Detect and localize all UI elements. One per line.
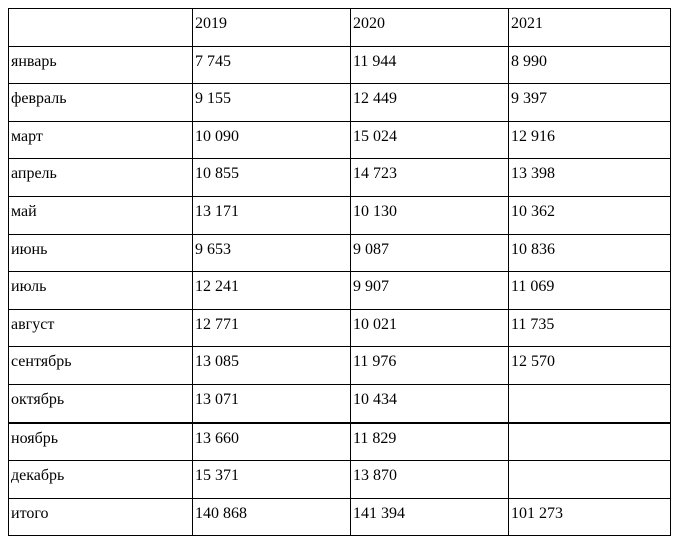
cell: 10 021 <box>350 308 509 348</box>
cell: 2019 <box>192 8 351 47</box>
row-label: август <box>8 308 193 348</box>
cell: 11 069 <box>508 271 671 310</box>
row-label: май <box>8 195 193 235</box>
table-body: 2019 2020 2021 январь 7 745 11 944 8 990 феврал… <box>8 8 671 537</box>
cell: 2021 <box>508 8 671 47</box>
cell: 11 976 <box>350 346 509 385</box>
row-label: март <box>8 120 193 160</box>
cell: 8 990 <box>508 45 671 85</box>
table-row: январь 7 745 11 944 8 990 <box>8 45 671 85</box>
table-row: октябрь 13 071 10 434 <box>8 383 671 424</box>
data-table: 2019 2020 2021 январь 7 745 11 944 8 990 феврал… <box>8 8 671 537</box>
cell: 141 394 <box>350 497 509 537</box>
table-row: февраль 9 155 12 449 9 397 <box>8 83 671 122</box>
table-row: июнь 9 653 9 087 10 836 <box>8 233 671 273</box>
cell: 12 771 <box>192 308 351 348</box>
cell: 11 944 <box>350 45 509 85</box>
row-label: февраль <box>8 83 193 122</box>
cell: 9 397 <box>508 83 671 122</box>
cell <box>508 383 671 424</box>
cell: 14 723 <box>350 158 509 197</box>
cell: 15 371 <box>192 460 351 499</box>
cell: 7 745 <box>192 45 351 85</box>
cell: 12 241 <box>192 271 351 310</box>
cell: 10 130 <box>350 195 509 235</box>
cell: 15 024 <box>350 120 509 160</box>
cell: 101 273 <box>508 497 671 537</box>
cell: 10 434 <box>350 383 509 424</box>
row-label: июнь <box>8 233 193 273</box>
cell <box>508 460 671 499</box>
row-label <box>8 8 193 47</box>
table-row: ноябрь 13 660 11 829 <box>8 422 671 462</box>
cell: 13 071 <box>192 383 351 424</box>
cell: 13 660 <box>192 422 351 462</box>
cell: 13 171 <box>192 195 351 235</box>
row-label: ноябрь <box>8 422 193 462</box>
cell: 11 735 <box>508 308 671 348</box>
header-row: 2019 2020 2021 <box>8 8 671 47</box>
table-row: май 13 171 10 130 10 362 <box>8 195 671 235</box>
cell: 9 653 <box>192 233 351 273</box>
cell: 2020 <box>350 8 509 47</box>
row-label: январь <box>8 45 193 85</box>
table-row: итого 140 868 141 394 101 273 <box>8 497 671 537</box>
cell: 9 155 <box>192 83 351 122</box>
table-row: август 12 771 10 021 11 735 <box>8 308 671 348</box>
cell: 13 398 <box>508 158 671 197</box>
cell: 10 090 <box>192 120 351 160</box>
cell: 9 087 <box>350 233 509 273</box>
cell: 13 870 <box>350 460 509 499</box>
row-label: итого <box>8 497 193 537</box>
cell: 13 085 <box>192 346 351 385</box>
cell: 10 362 <box>508 195 671 235</box>
table-row: июль 12 241 9 907 11 069 <box>8 271 671 310</box>
cell: 9 907 <box>350 271 509 310</box>
row-label: декабрь <box>8 460 193 499</box>
cell: 10 855 <box>192 158 351 197</box>
table-row: декабрь 15 371 13 870 <box>8 460 671 499</box>
row-label: октябрь <box>8 383 193 424</box>
row-label: июль <box>8 271 193 310</box>
table-row: сентябрь 13 085 11 976 12 570 <box>8 346 671 385</box>
cell: 10 836 <box>508 233 671 273</box>
row-label: апрель <box>8 158 193 197</box>
cell: 12 570 <box>508 346 671 385</box>
cell <box>508 422 671 462</box>
cell: 140 868 <box>192 497 351 537</box>
cell: 12 916 <box>508 120 671 160</box>
table-row: март 10 090 15 024 12 916 <box>8 120 671 160</box>
row-label: сентябрь <box>8 346 193 385</box>
table-row: апрель 10 855 14 723 13 398 <box>8 158 671 197</box>
cell: 12 449 <box>350 83 509 122</box>
cell: 11 829 <box>350 422 509 462</box>
